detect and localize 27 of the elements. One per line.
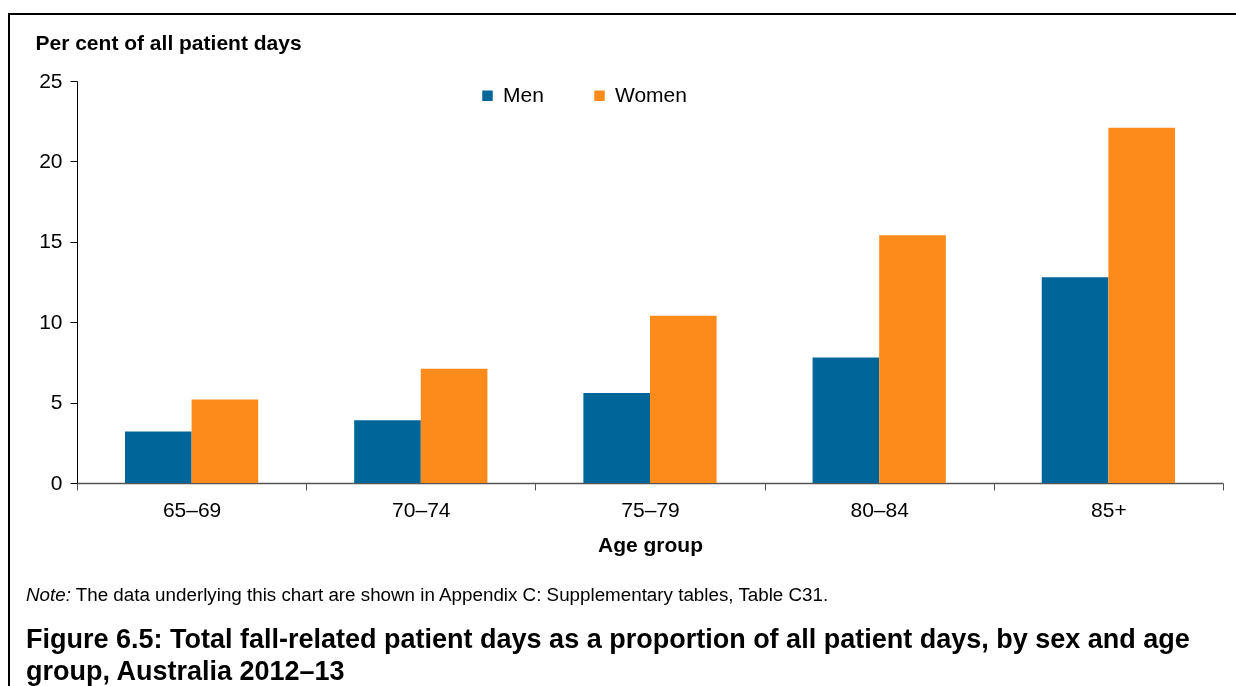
bar [650, 315, 717, 483]
y-tick-label: 10 [39, 309, 63, 333]
x-axis-title: Age group [598, 532, 703, 556]
legend-label: Men [503, 82, 544, 106]
bar [583, 392, 650, 483]
bar [124, 431, 192, 483]
y-tick-label: 20 [39, 148, 63, 172]
y-tick-label: 0 [50, 470, 63, 494]
x-tick-label: 85+ [1091, 497, 1127, 521]
y-tick-label: 15 [39, 229, 63, 253]
bar [879, 235, 946, 483]
text: Note: The data underlying this chart are shown in Appendix C: Supplementary tables, Table C31. [26, 584, 829, 606]
legend-label: Women [615, 82, 687, 106]
x-tick-label: 70–74 [392, 497, 451, 521]
y-tick-label: 5 [50, 390, 63, 414]
y-tick-label: 25 [39, 68, 63, 92]
text: Figure 6.5: Total fall-related patient days as a proportion of all patient days, by sex and age group, Australia 2012–13 [26, 623, 1191, 686]
x-tick-label: 80–84 [850, 497, 910, 521]
bar [191, 399, 259, 483]
bar [1041, 277, 1109, 483]
x-tick-label: 65–69 [162, 497, 222, 521]
bar [420, 368, 488, 483]
x-tick-label: 75–79 [621, 497, 680, 521]
bar [812, 357, 880, 483]
bar [1108, 127, 1176, 483]
bar [354, 420, 421, 483]
y-axis-title: Per cent of all patient days [35, 30, 302, 54]
